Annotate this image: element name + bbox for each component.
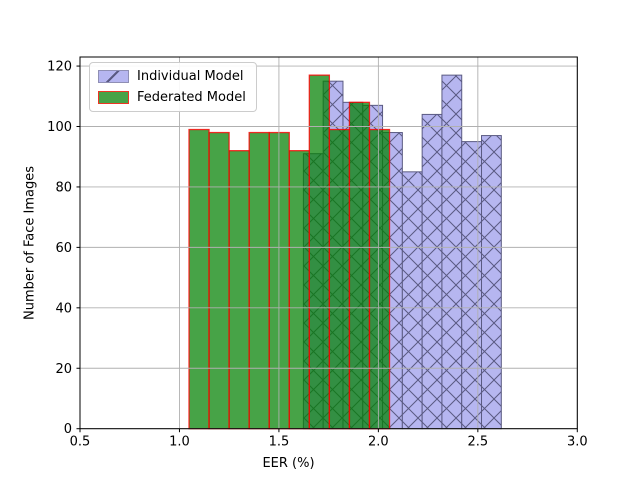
legend: Individual Model Federated Model [89,62,257,112]
histogram-bar-federated [229,150,250,429]
x-tick-label: 2.5 [467,435,488,450]
x-tick-label: 1.0 [169,435,190,450]
x-tick-label: 0.5 [70,435,91,450]
histogram-bar-federated [289,150,310,429]
histogram-bar-individual-hatch [441,75,462,429]
y-tick-label: 40 [55,301,72,316]
histogram-bar-federated [329,129,350,429]
histogram-bar-individual-hatch [422,114,442,429]
histogram-bar-federated [369,129,390,429]
histogram-bar-individual-hatch [481,135,502,429]
y-tick-label: 100 [47,120,72,135]
legend-swatch-federated-model [98,91,129,104]
y-tick-label: 120 [47,60,72,75]
x-axis-label: EER (%) [262,456,315,471]
y-axis-label: Number of Face Images [22,165,38,321]
legend-item-individual-model: Individual Model [98,69,246,84]
x-tick-label: 2.0 [368,435,389,450]
legend-item-federated-model: Federated Model [98,90,246,105]
legend-swatch-individual-model [98,70,129,83]
plot-frame [79,56,578,430]
histogram-bar-individual-hatch [402,171,423,429]
y-tick-label: 20 [55,362,72,377]
y-tick-label: 0 [64,422,72,437]
histogram-bar-individual-hatch [461,141,482,429]
y-tick-label: 60 [55,241,72,256]
legend-label-individual-model: Individual Model [137,69,244,84]
histogram-bar-federated [249,132,270,429]
histogram-bar-federated [189,129,210,429]
y-tick-label: 80 [55,180,72,195]
histogram-bar-federated [309,75,330,429]
x-tick-label: 3.0 [567,435,588,450]
histogram-bar-federated [209,132,230,429]
histogram-bar-federated [349,102,370,429]
x-tick-label: 1.5 [269,435,290,450]
legend-label-federated-model: Federated Model [137,90,246,105]
